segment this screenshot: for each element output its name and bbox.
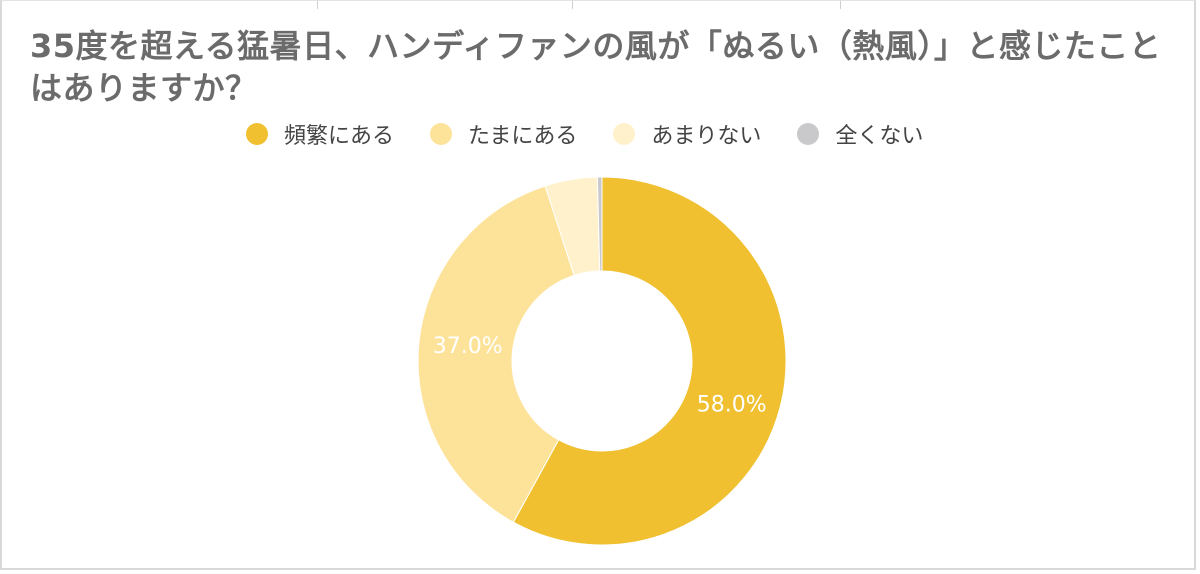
legend-marker-rarely	[613, 123, 636, 145]
legend-item-sometimes[interactable]: たまにある	[430, 118, 577, 150]
frame-tick-left	[317, 1, 318, 9]
chart-title: 35度を超える猛暑日、ハンディファンの風が「ぬるい（熱風）」と感じたことはありま…	[30, 27, 1162, 107]
frame-tick-right	[840, 1, 841, 9]
slice-frequent[interactable]	[512, 176, 787, 546]
legend-label-frequent: 頻繁にある	[284, 124, 395, 149]
legend-label-never: 全くない	[835, 124, 924, 149]
slice-never[interactable]	[596, 176, 603, 272]
legend-item-frequent[interactable]: 頻繁にある	[246, 118, 394, 150]
legend-item-never[interactable]: 全くない	[797, 118, 923, 150]
data-label-sometimes: 37.0%	[433, 334, 503, 359]
chart-legend: 頻繁にある たまにある あまりない 全くない	[246, 117, 959, 151]
slice-sometimes[interactable]	[417, 185, 575, 523]
legend-label-sometimes: たまにある	[468, 124, 578, 149]
frame-tick-center	[572, 1, 573, 9]
legend-marker-frequent	[246, 123, 268, 145]
legend-marker-never	[797, 123, 820, 145]
data-label-frequent: 58.0%	[697, 392, 767, 417]
legend-marker-sometimes	[430, 123, 453, 145]
legend-label-rarely: あまりない	[651, 124, 762, 149]
legend-item-rarely[interactable]: あまりない	[613, 118, 761, 150]
